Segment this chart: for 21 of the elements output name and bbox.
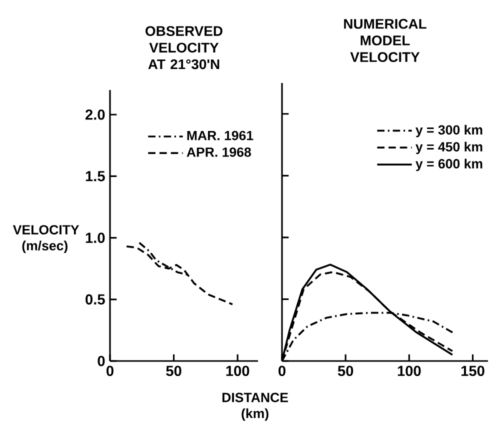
y-tick-label: 0 xyxy=(98,356,105,366)
y-tick-label: 0.5 xyxy=(86,294,105,305)
x-axis-title: DISTANCE (km) xyxy=(222,392,288,421)
x-tick-label: 50 xyxy=(166,366,182,376)
chart-title: NUMERICAL MODEL VELOCITY xyxy=(344,18,426,62)
x-tick-label: 150 xyxy=(461,366,484,376)
y-axis-title: VELOCITY (m/sec) xyxy=(12,225,80,254)
chart-title: OBSERVED VELOCITY AT 21°30'N xyxy=(146,26,222,70)
x-tick-label: 0 xyxy=(106,366,114,376)
x-tick-label: 50 xyxy=(338,366,354,376)
x-tick-label: 100 xyxy=(398,366,421,376)
legend-label: APR. 1968 xyxy=(186,147,251,157)
y-tick-label: 1.0 xyxy=(86,232,105,243)
x-tick-label: 0 xyxy=(278,366,286,376)
legend-label: y = 300 km xyxy=(416,124,482,138)
y-tick-label: 1.5 xyxy=(86,171,105,182)
legend-label: y = 450 km xyxy=(416,142,482,154)
y-tick-label: 2.0 xyxy=(85,109,105,120)
legend-label: y = 600 km xyxy=(416,158,482,172)
x-tick-label: 100 xyxy=(226,366,250,376)
legend-label: MAR. 1961 xyxy=(187,130,254,140)
